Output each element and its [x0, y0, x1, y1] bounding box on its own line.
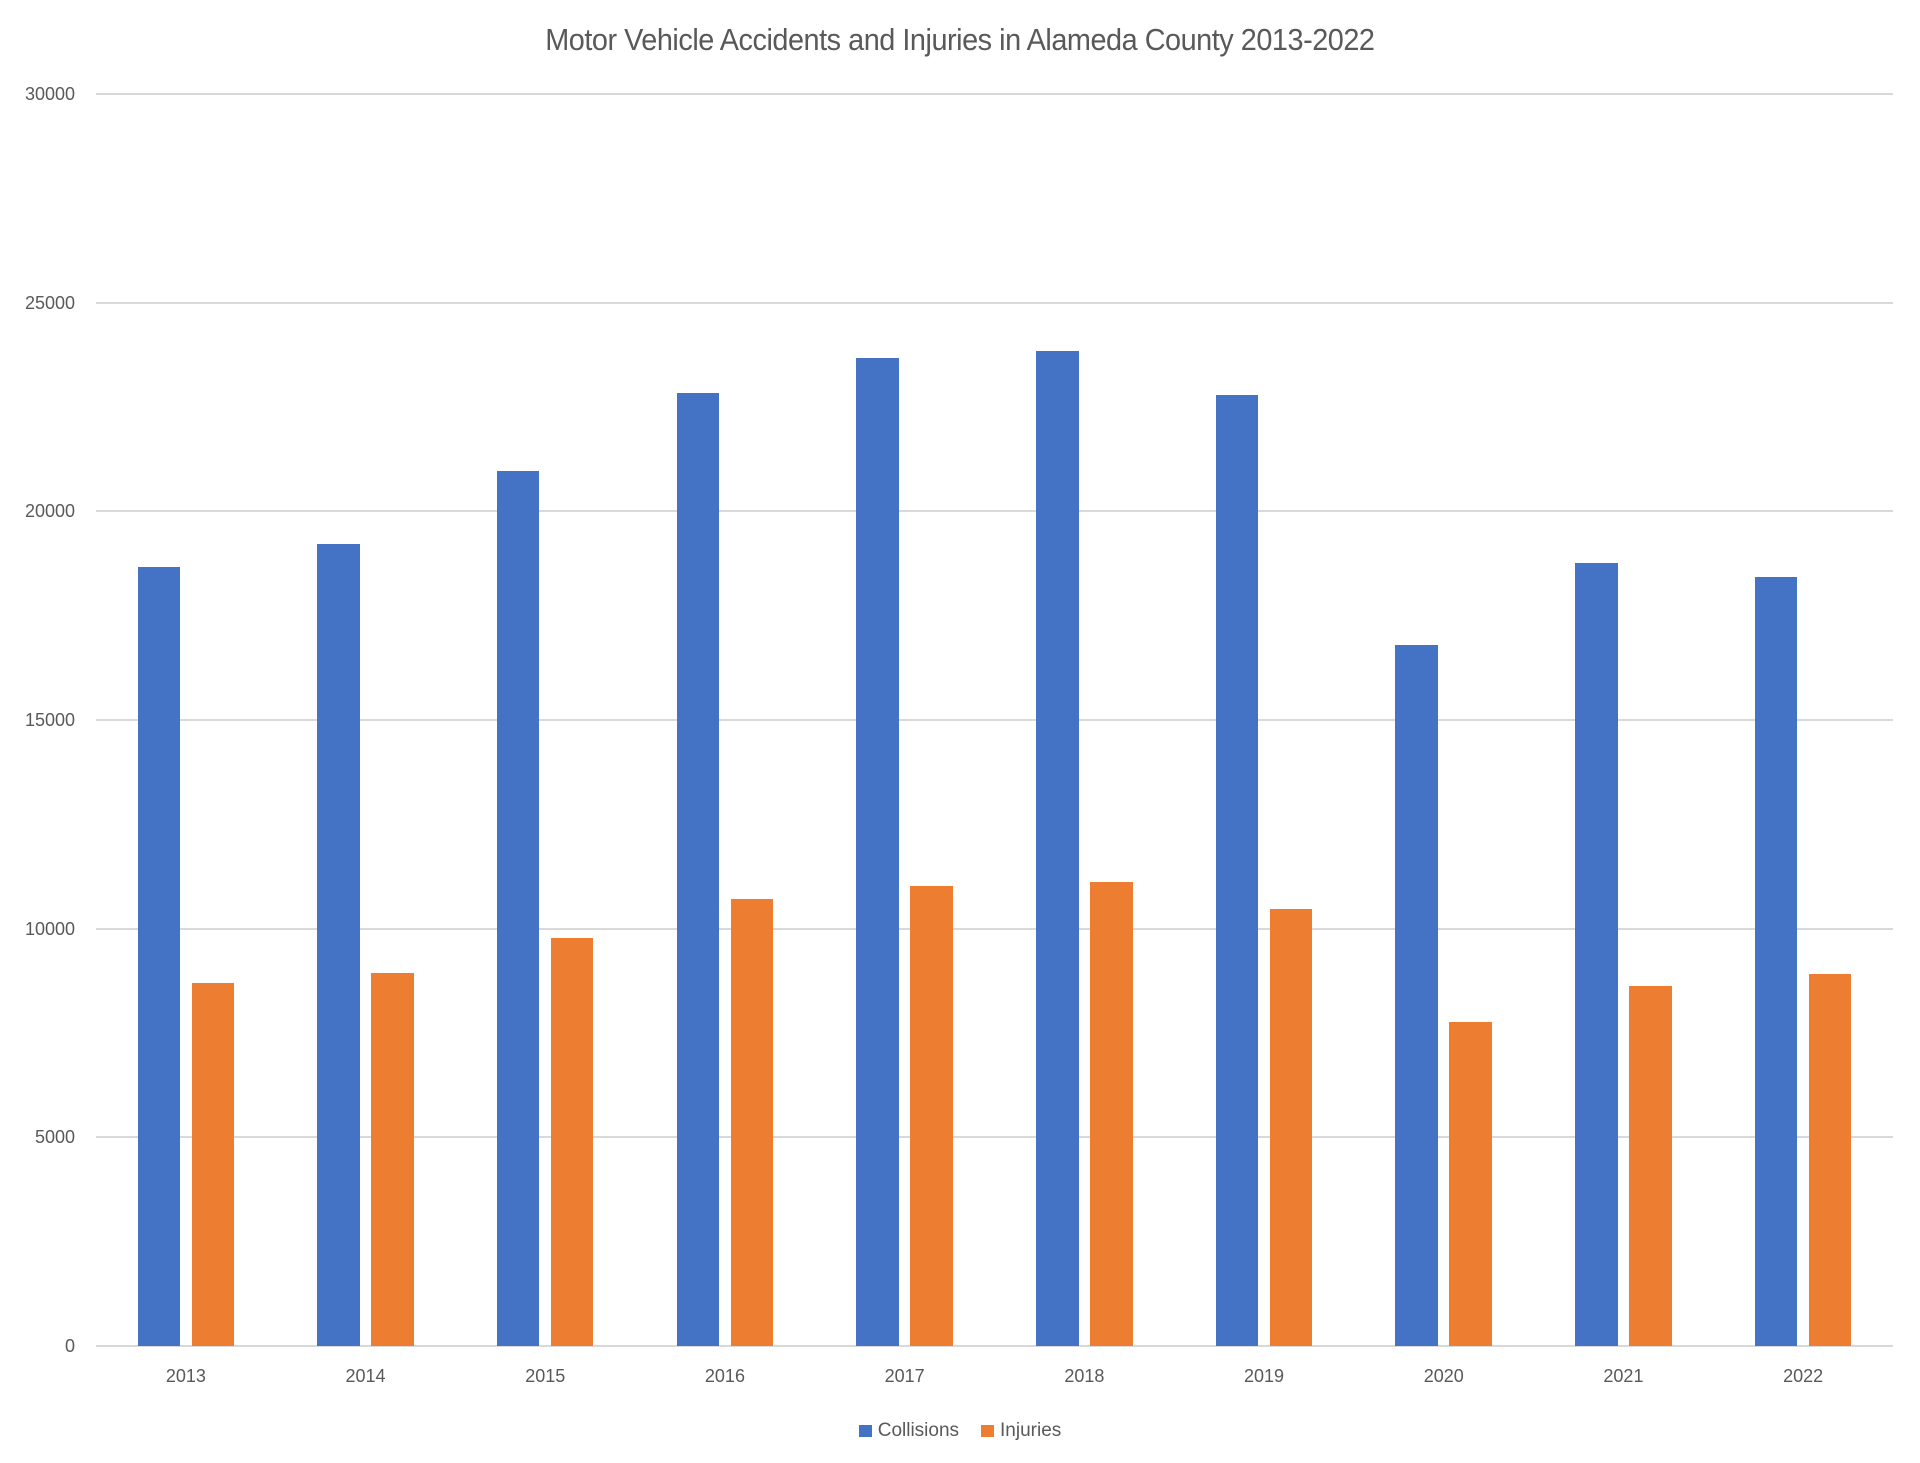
y-tick-label: 0: [64, 1336, 75, 1356]
y-tick-label: 30000: [24, 84, 75, 104]
legend-label-collisions: Collisions: [877, 1420, 960, 1441]
chart-title: Motor Vehicle Accidents and Injuries in …: [0, 22, 1920, 58]
gridline: [96, 1136, 1893, 1139]
y-tick-label: 5000: [34, 1127, 75, 1148]
bar-injuries-2020[interactable]: [1449, 1022, 1492, 1346]
injuries-swatch-icon: [981, 1425, 995, 1437]
bar-injuries-2021[interactable]: [1629, 985, 1672, 1346]
collisions-swatch-icon: [858, 1425, 872, 1437]
x-tick-label: 2016: [704, 1366, 745, 1386]
y-tick-label: 25000: [24, 292, 75, 313]
bar-injuries-2019[interactable]: [1269, 909, 1313, 1346]
gridline: [96, 301, 1893, 304]
bar-injuries-2017[interactable]: [910, 885, 953, 1346]
legend-label-injuries: Injuries: [1000, 1420, 1062, 1441]
bar-injuries-2016[interactable]: [730, 898, 774, 1346]
x-tick-label: 2014: [345, 1366, 386, 1386]
x-tick-label: 2018: [1064, 1366, 1105, 1386]
gridline: [96, 927, 1893, 930]
bar-collisions-2018[interactable]: [1036, 350, 1079, 1346]
bar-injuries-2015[interactable]: [550, 938, 594, 1346]
gridline: [96, 93, 1893, 95]
bar-collisions-2016[interactable]: [676, 392, 720, 1346]
bar-collisions-2022[interactable]: [1754, 576, 1798, 1346]
legend: Collisions Injuries: [0, 1420, 1920, 1442]
gridline: [96, 719, 1893, 721]
bar-collisions-2019[interactable]: [1215, 395, 1259, 1346]
gridline: [96, 510, 1893, 513]
y-tick-label: 20000: [24, 501, 75, 522]
bar-injuries-2013[interactable]: [191, 982, 234, 1346]
bar-collisions-2015[interactable]: [496, 471, 540, 1346]
x-tick-label: 2022: [1783, 1366, 1824, 1386]
x-tick-label: 2015: [525, 1366, 566, 1386]
x-axis-line: [96, 1345, 1893, 1347]
legend-item-collisions[interactable]: Collisions: [858, 1420, 960, 1442]
bar-collisions-2013[interactable]: [137, 566, 180, 1346]
x-tick-label: 2017: [884, 1366, 925, 1386]
x-tick-label: 2019: [1244, 1366, 1285, 1386]
x-tick-label: 2013: [165, 1366, 206, 1386]
bar-collisions-2014[interactable]: [317, 544, 360, 1346]
bar-collisions-2020[interactable]: [1395, 644, 1438, 1346]
y-tick-label: 15000: [24, 710, 75, 730]
y-tick-label: 10000: [24, 918, 75, 939]
bar-collisions-2017[interactable]: [856, 358, 899, 1346]
chart-title-text: Motor Vehicle Accidents and Injuries in …: [545, 22, 1375, 57]
x-tick-label: 2021: [1603, 1366, 1644, 1386]
x-tick-label: 2020: [1423, 1366, 1464, 1386]
bar-injuries-2018[interactable]: [1090, 881, 1133, 1346]
bar-collisions-2021[interactable]: [1575, 563, 1618, 1346]
plot-area: [96, 93, 1893, 1347]
bar-injuries-2022[interactable]: [1808, 974, 1852, 1346]
bar-injuries-2014[interactable]: [371, 972, 414, 1346]
legend-item-injuries[interactable]: Injuries: [981, 1420, 1061, 1442]
